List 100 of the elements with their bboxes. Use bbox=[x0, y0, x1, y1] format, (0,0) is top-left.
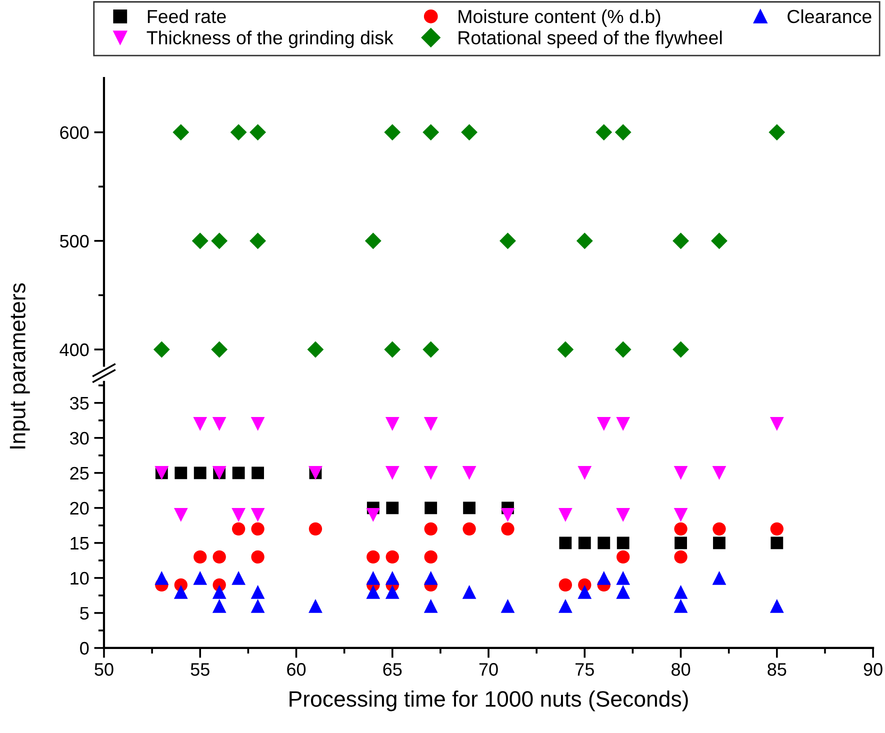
point bbox=[596, 416, 611, 431]
point bbox=[616, 585, 630, 599]
point bbox=[385, 571, 400, 585]
point bbox=[251, 550, 264, 564]
point bbox=[385, 466, 400, 480]
point bbox=[384, 124, 401, 141]
x-axis-title: Processing time for 1000 nuts (Seconds) bbox=[290, 690, 688, 712]
legend-label: Clearance bbox=[788, 9, 872, 24]
legend-label: Thickness of the grinding disk bbox=[146, 30, 394, 48]
point bbox=[212, 550, 226, 564]
point bbox=[598, 536, 610, 550]
point bbox=[558, 599, 572, 613]
point bbox=[616, 536, 630, 550]
point bbox=[768, 124, 786, 141]
y-tick-label: 10 bbox=[70, 572, 89, 585]
point bbox=[712, 522, 726, 536]
point bbox=[422, 124, 440, 141]
point bbox=[250, 232, 266, 250]
x-tick-label: 55 bbox=[190, 663, 210, 676]
y-tick-label: 600 bbox=[60, 126, 89, 140]
point bbox=[500, 508, 515, 522]
point bbox=[232, 508, 246, 522]
x-tick-label: 85 bbox=[768, 663, 786, 676]
point bbox=[462, 466, 476, 480]
point bbox=[250, 508, 265, 522]
point bbox=[232, 466, 245, 480]
point bbox=[770, 416, 784, 431]
point bbox=[674, 508, 688, 522]
point bbox=[711, 232, 728, 250]
point bbox=[461, 124, 478, 141]
point bbox=[366, 550, 380, 564]
point bbox=[674, 466, 688, 480]
point bbox=[616, 508, 630, 522]
point bbox=[308, 599, 322, 613]
point bbox=[463, 502, 476, 514]
point bbox=[308, 522, 322, 536]
point bbox=[557, 341, 574, 358]
point bbox=[674, 536, 687, 550]
point bbox=[424, 416, 438, 431]
point bbox=[366, 508, 380, 522]
point bbox=[192, 232, 208, 250]
point bbox=[770, 599, 784, 613]
point bbox=[251, 522, 264, 536]
x-tick-label: 75 bbox=[576, 663, 594, 676]
point bbox=[194, 466, 206, 480]
point bbox=[616, 416, 630, 431]
point bbox=[364, 232, 382, 250]
point bbox=[424, 550, 438, 564]
point bbox=[172, 124, 190, 141]
point bbox=[424, 599, 438, 613]
point bbox=[578, 585, 592, 599]
point bbox=[614, 124, 632, 141]
point bbox=[153, 341, 170, 358]
y-tick-label: 30 bbox=[70, 432, 89, 445]
point bbox=[250, 599, 265, 613]
point bbox=[712, 466, 726, 480]
point bbox=[712, 571, 726, 585]
point bbox=[616, 571, 630, 585]
point bbox=[559, 536, 572, 550]
point bbox=[578, 466, 592, 480]
point bbox=[174, 508, 188, 522]
point bbox=[500, 232, 516, 250]
point bbox=[366, 571, 380, 585]
point bbox=[424, 466, 438, 480]
y-tick-label: 25 bbox=[70, 466, 89, 480]
x-tick-label: 50 bbox=[94, 663, 114, 676]
point bbox=[232, 522, 246, 536]
point bbox=[674, 599, 688, 613]
point bbox=[174, 466, 188, 480]
point bbox=[194, 550, 207, 564]
point bbox=[232, 571, 246, 585]
point bbox=[596, 571, 611, 585]
point bbox=[193, 571, 208, 585]
point bbox=[674, 585, 688, 599]
point bbox=[501, 522, 514, 536]
x-tick-label: 70 bbox=[479, 663, 498, 676]
point bbox=[770, 536, 784, 550]
point bbox=[558, 508, 572, 522]
point bbox=[672, 232, 690, 250]
point bbox=[212, 416, 226, 431]
point bbox=[230, 124, 247, 141]
point bbox=[250, 416, 265, 431]
point bbox=[212, 585, 226, 599]
point bbox=[424, 502, 438, 514]
x-tick-label: 60 bbox=[287, 663, 306, 676]
point bbox=[558, 578, 572, 592]
legend-label: Feed rate bbox=[148, 9, 226, 24]
y-tick-label: 400 bbox=[60, 343, 89, 356]
y-tick-label: 0 bbox=[80, 642, 89, 655]
point bbox=[422, 341, 440, 358]
point bbox=[616, 550, 630, 564]
point bbox=[672, 341, 690, 358]
point bbox=[366, 585, 380, 599]
point bbox=[252, 466, 264, 480]
point bbox=[174, 585, 188, 599]
point bbox=[384, 341, 401, 358]
point bbox=[713, 536, 726, 550]
legend-label: Moisture content (% d.b) bbox=[458, 9, 660, 27]
x-tick-label: 65 bbox=[383, 663, 402, 676]
point bbox=[424, 571, 438, 585]
